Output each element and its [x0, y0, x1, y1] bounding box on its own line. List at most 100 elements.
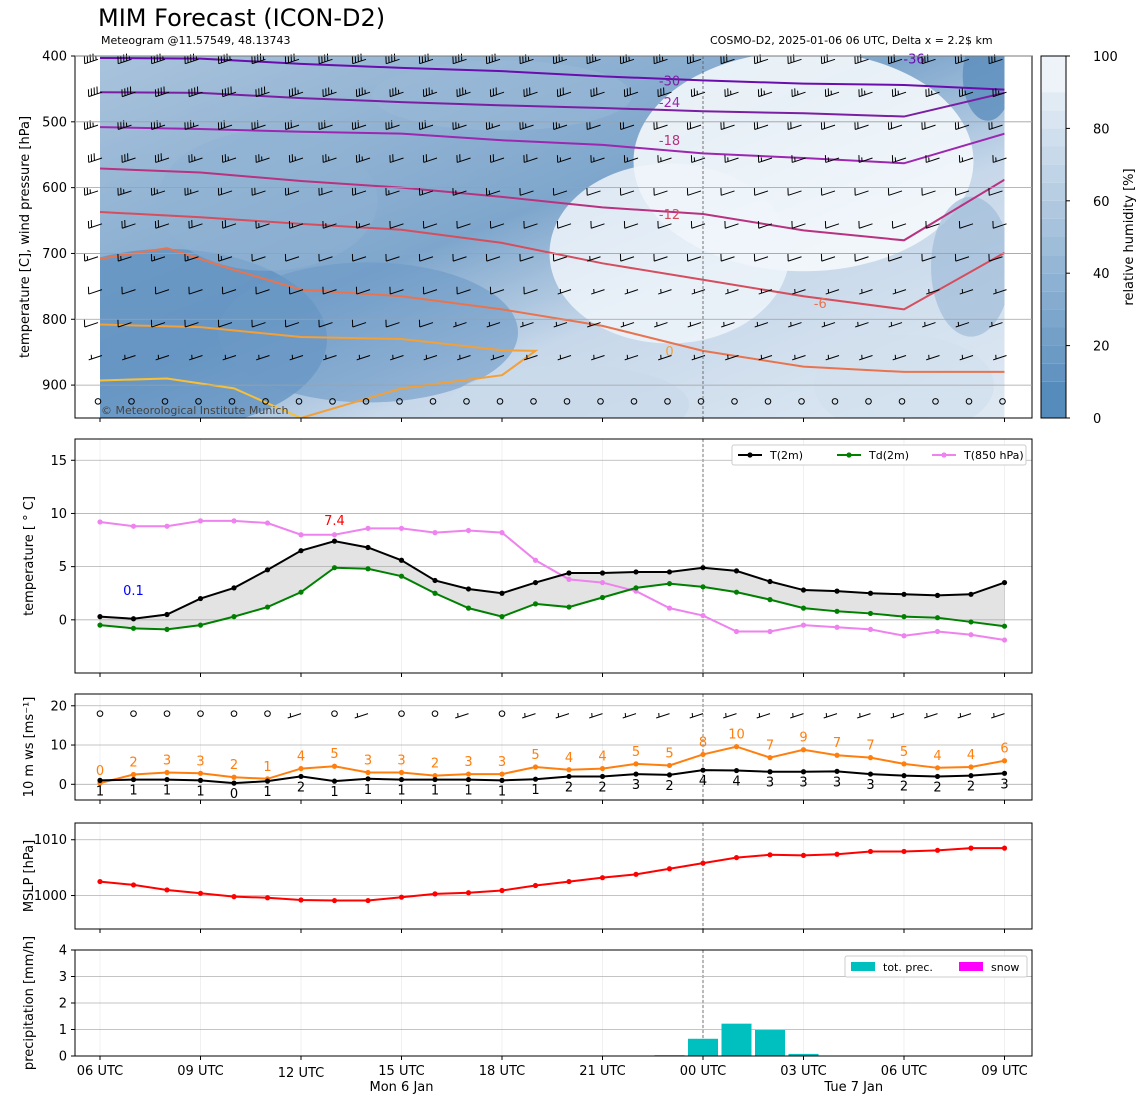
- wind-barb: [764, 398, 772, 405]
- barb-shaft: [892, 157, 907, 163]
- isotherm-line: [100, 323, 539, 418]
- wind-barb: [892, 354, 907, 361]
- wind-barb: [117, 319, 132, 328]
- location-subtitle: Meteogram @11.57549, 48.13743: [101, 34, 291, 47]
- barb-shaft: [185, 256, 199, 262]
- gust-label: 3: [163, 754, 171, 769]
- wind-barb: [624, 354, 639, 361]
- wind-barb: [887, 253, 903, 262]
- series-wind-speed-point: [1001, 770, 1008, 776]
- series-mslp-point: [532, 882, 539, 889]
- legend-label: T(850 hPa): [963, 449, 1024, 462]
- series-t850-point: [97, 519, 103, 525]
- precip-bar: [788, 1053, 819, 1056]
- barb-shaft: [989, 124, 1003, 130]
- barb-shaft: [821, 190, 836, 196]
- series-td2m-point: [365, 566, 371, 572]
- series-gust-point: [331, 763, 338, 769]
- wind-barb: [921, 121, 936, 130]
- barb-shaft: [285, 322, 300, 328]
- wind-speed-label: 1: [464, 784, 472, 799]
- barb-shaft: [256, 354, 270, 361]
- barb-shaft: [256, 157, 270, 163]
- series-t2m-point: [566, 570, 572, 576]
- legend-marker: [747, 452, 753, 458]
- barb-shaft: [490, 157, 505, 163]
- wind-barb: [289, 354, 304, 361]
- barb-shaft: [825, 91, 840, 98]
- wind-barb: [457, 354, 471, 361]
- surface-wind-barb: [723, 712, 737, 719]
- wind-barb: [188, 86, 203, 98]
- wind-barb: [150, 253, 166, 262]
- barb-shaft: [959, 354, 974, 361]
- barb-shaft: [725, 157, 739, 163]
- wind-speed-label: 1: [431, 784, 439, 799]
- wind-barb: [523, 286, 538, 295]
- series-gust-point: [633, 761, 639, 767]
- wind-barb: [619, 188, 635, 196]
- barb-shaft: [256, 223, 270, 229]
- gust-label: 4: [933, 749, 941, 764]
- barb-shaft: [453, 322, 467, 328]
- wind-speed-label: 2: [967, 780, 975, 795]
- isotherm-label: -18: [659, 134, 680, 149]
- barb-shaft: [691, 223, 706, 229]
- barb-shaft: [323, 223, 337, 229]
- wind-speed-label: 1: [330, 785, 338, 800]
- wind-barb: [523, 220, 538, 229]
- surface-wind-barb: [163, 710, 171, 717]
- barb-shaft: [758, 223, 773, 229]
- calm-circle: [463, 398, 470, 405]
- surface-wind-barb: [857, 712, 871, 719]
- wind-barb: [87, 286, 103, 295]
- wind-barb: [926, 354, 940, 361]
- precip-bar: [755, 1030, 785, 1056]
- barb-shaft: [423, 157, 438, 163]
- wind-barb: [251, 187, 266, 196]
- barb-shaft: [155, 223, 170, 229]
- wind-speed-label: 2: [598, 780, 606, 795]
- gust-label: 4: [565, 751, 573, 766]
- colorbar-level: [1041, 381, 1066, 418]
- y-tick-label: 20: [50, 699, 67, 714]
- barb-shaft: [587, 256, 601, 262]
- gust-label: 5: [900, 745, 908, 760]
- barb-shaft: [88, 354, 103, 361]
- series-td2m-point: [867, 610, 874, 617]
- series-t850-point: [700, 612, 706, 619]
- wind-barb: [422, 220, 438, 229]
- barb-shaft: [725, 354, 739, 361]
- wind-barb: [184, 253, 199, 262]
- wind-barb: [486, 321, 501, 328]
- copyright-text: © Meteorological Institute Munich: [101, 404, 288, 417]
- legend-swatch: [851, 962, 875, 971]
- barb-shaft: [721, 256, 735, 262]
- wind-barb: [519, 121, 534, 130]
- colorbar-level: [1041, 92, 1066, 111]
- wind-barb: [591, 288, 605, 295]
- legend-marker: [846, 452, 852, 458]
- calm-circle: [161, 398, 169, 405]
- series-t850-point: [331, 532, 338, 538]
- wind-barb: [255, 220, 270, 229]
- series-gust-point: [398, 769, 405, 776]
- barb-shaft: [888, 190, 903, 196]
- colorbar: [1040, 55, 1067, 419]
- barb-shaft: [821, 256, 836, 262]
- barb-shaft: [892, 223, 907, 229]
- wind-barb: [988, 253, 1003, 262]
- wind-barb: [999, 398, 1006, 405]
- barb-shaft: [520, 190, 534, 196]
- wind-barb: [87, 220, 103, 229]
- barb-shaft: [323, 157, 337, 163]
- wind-speed-label: 2: [900, 780, 908, 795]
- mslp-panel: [74, 822, 1033, 930]
- y-tick-label: 5: [59, 560, 67, 575]
- barb-shaft: [823, 713, 838, 719]
- wind-barb: [757, 88, 773, 98]
- wind-barb: [758, 288, 773, 295]
- barb-shaft: [656, 713, 670, 719]
- wind-barb: [456, 220, 471, 229]
